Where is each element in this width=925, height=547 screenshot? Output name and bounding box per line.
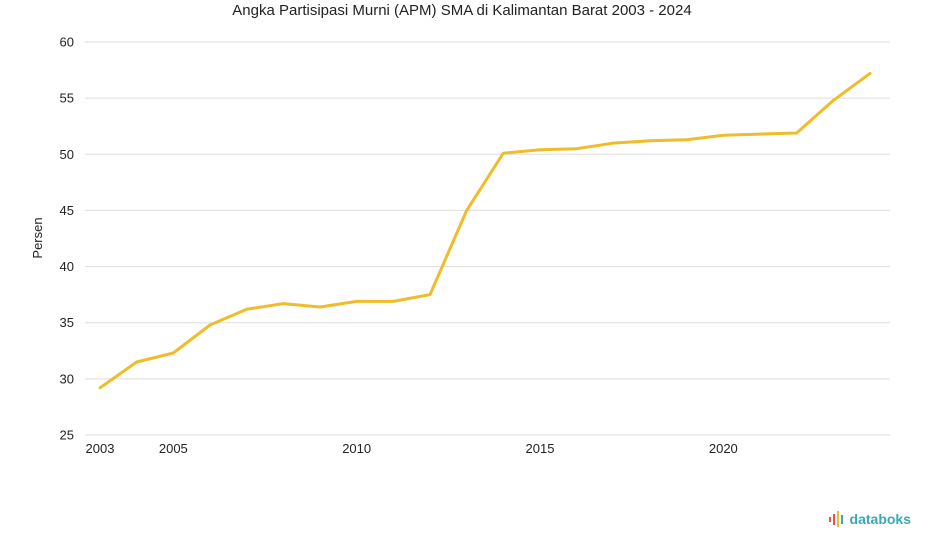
data-point-2014[interactable] (497, 147, 509, 159)
y-axis-label: Persen (30, 217, 45, 258)
y-tick-label-45: 45 (60, 203, 74, 218)
data-point-2018[interactable] (644, 135, 656, 147)
series-layer (94, 67, 876, 394)
y-tick-label-50: 50 (60, 147, 74, 162)
data-point-2015[interactable] (534, 144, 546, 156)
x-tick-label-2005: 2005 (159, 441, 188, 456)
data-point-2003[interactable] (94, 382, 106, 394)
y-tick-label-25: 25 (60, 428, 74, 443)
data-point-2005[interactable] (167, 347, 179, 359)
y-tick-label-55: 55 (60, 91, 74, 106)
x-tick-label-2010: 2010 (342, 441, 371, 456)
y-axis-ticks: 25 30 35 40 45 50 55 60 (60, 35, 74, 443)
databoks-logo: databoks (828, 511, 911, 527)
databoks-bars-icon (828, 511, 843, 527)
data-point-2010[interactable] (351, 295, 363, 307)
data-point-2008[interactable] (277, 298, 289, 310)
data-point-2020[interactable] (717, 129, 729, 141)
data-point-2022[interactable] (791, 127, 803, 139)
y-tick-label-35: 35 (60, 315, 74, 330)
x-tick-label-2003: 2003 (86, 441, 115, 456)
y-tick-label-40: 40 (60, 259, 74, 274)
x-tick-label-2020: 2020 (709, 441, 738, 456)
gridlines (85, 41, 890, 436)
data-point-2012[interactable] (424, 289, 436, 301)
data-point-2011[interactable] (387, 295, 399, 307)
data-point-2004[interactable] (131, 356, 143, 368)
data-point-2007[interactable] (241, 303, 253, 315)
y-tick-label-30: 30 (60, 371, 74, 386)
x-axis-ticks: 2003 2005 2010 2015 2020 (86, 441, 738, 456)
data-point-2024[interactable] (864, 67, 876, 79)
data-point-2006[interactable] (204, 319, 216, 331)
data-point-2019[interactable] (681, 134, 693, 146)
brand-name: databoks (849, 511, 911, 527)
data-point-2023[interactable] (827, 94, 839, 106)
data-point-2021[interactable] (754, 128, 766, 140)
x-tick-label-2015: 2015 (526, 441, 555, 456)
data-point-2009[interactable] (314, 301, 326, 313)
data-point-2017[interactable] (607, 137, 619, 149)
data-point-2016[interactable] (571, 143, 583, 155)
chart-title: Angka Partisipasi Murni (APM) SMA di Kal… (232, 2, 691, 19)
data-point-2013[interactable] (461, 204, 473, 216)
y-tick-label-60: 60 (60, 35, 74, 50)
series-line-0 (98, 71, 872, 390)
